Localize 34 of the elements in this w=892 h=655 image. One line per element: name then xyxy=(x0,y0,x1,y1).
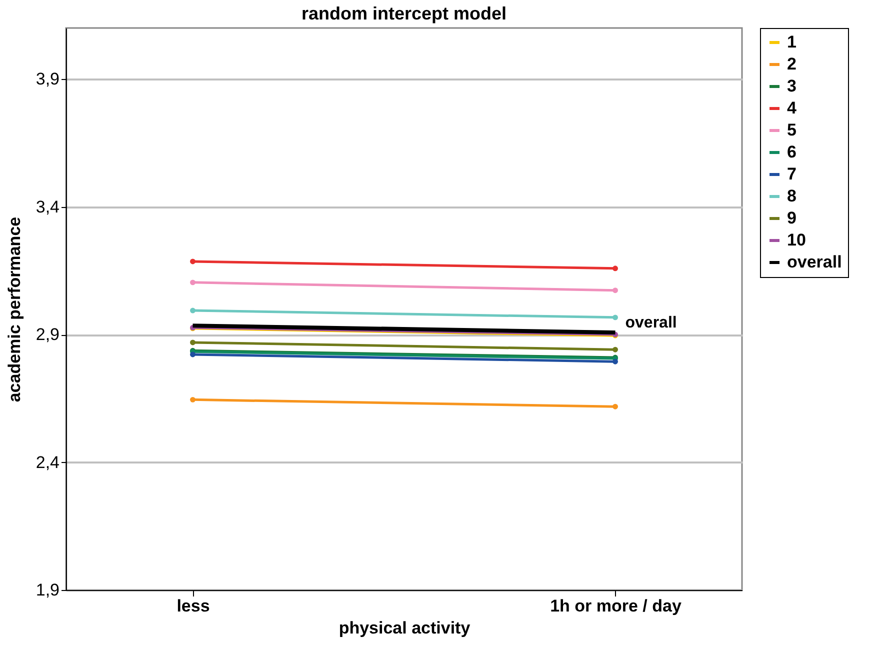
point xyxy=(612,288,618,294)
y-tick-label: 1,9 xyxy=(36,580,60,600)
point xyxy=(612,266,618,272)
point xyxy=(190,396,196,402)
legend-label: 8 xyxy=(787,186,796,206)
legend-label: 4 xyxy=(787,98,797,118)
legend-label: 7 xyxy=(787,164,796,184)
point xyxy=(190,308,196,314)
y-axis-title: academic performance xyxy=(4,216,24,402)
point xyxy=(612,314,618,320)
point xyxy=(190,280,196,286)
y-tick-label: 3,9 xyxy=(36,70,60,89)
legend-label: 3 xyxy=(787,76,796,96)
x-axis-title: physical activity xyxy=(338,618,471,638)
y-tick-label: 3,4 xyxy=(36,197,60,216)
point xyxy=(190,340,196,346)
legend-label: 1 xyxy=(787,32,796,52)
legend-label: 10 xyxy=(787,230,806,250)
legend-label: 9 xyxy=(787,208,796,228)
point xyxy=(612,358,618,364)
x-tick-label: 1h or more / day xyxy=(550,596,682,616)
x-tick-label: less xyxy=(176,596,210,616)
point xyxy=(190,352,196,358)
legend-label: 5 xyxy=(787,120,796,140)
chart-title: random intercept model xyxy=(301,4,507,24)
y-tick-label: 2,9 xyxy=(36,325,60,344)
legend-label: 2 xyxy=(787,54,796,74)
legend-label: 6 xyxy=(787,142,796,162)
point xyxy=(612,404,618,410)
point xyxy=(612,346,618,352)
annotation: overall xyxy=(625,314,677,332)
legend-label: overall xyxy=(787,252,842,272)
point xyxy=(190,258,196,264)
y-tick-label: 2,4 xyxy=(36,452,60,472)
